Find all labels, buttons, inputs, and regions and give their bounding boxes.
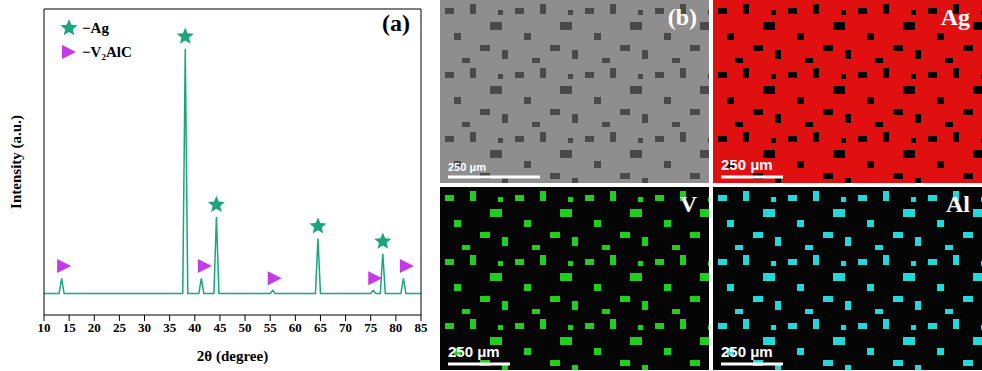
svg-text:30: 30 (138, 320, 151, 335)
svg-text:15: 15 (63, 320, 77, 335)
svg-text:50: 50 (239, 320, 252, 335)
svg-text:40: 40 (188, 320, 201, 335)
svg-text:35: 35 (163, 320, 177, 335)
html-text:(a): (a) (382, 10, 410, 36)
svg-text:80: 80 (389, 320, 402, 335)
html-text:(b): (b) (667, 4, 697, 30)
html-text:−V₂AlC: −V₂AlC (82, 44, 132, 60)
svg-text:75: 75 (364, 320, 378, 335)
html-text:250 μm: 250 μm (448, 343, 500, 360)
html-text:−Ag: −Ag (82, 20, 109, 36)
svg-text:10: 10 (38, 320, 51, 335)
svg-text:2θ (degree): 2θ (degree) (197, 348, 268, 365)
html-text:Ag: Ag (940, 4, 970, 30)
html-text:Al: Al (946, 191, 970, 217)
svg-text:55: 55 (264, 320, 278, 335)
html-text:250 μm: 250 μm (721, 343, 773, 360)
html-text:V: V (679, 191, 697, 217)
svg-text:60: 60 (289, 320, 302, 335)
svg-text:45: 45 (213, 320, 227, 335)
svg-text:Intensity (a.u.): Intensity (a.u.) (8, 115, 25, 209)
svg-text:70: 70 (339, 320, 352, 335)
svg-text:20: 20 (88, 320, 101, 335)
svg-text:25: 25 (113, 320, 127, 335)
html-text:250 μm: 250 μm (448, 161, 486, 173)
html-text:250 μm: 250 μm (721, 156, 773, 173)
svg-text:65: 65 (314, 320, 328, 335)
svg-text:85: 85 (415, 320, 429, 335)
